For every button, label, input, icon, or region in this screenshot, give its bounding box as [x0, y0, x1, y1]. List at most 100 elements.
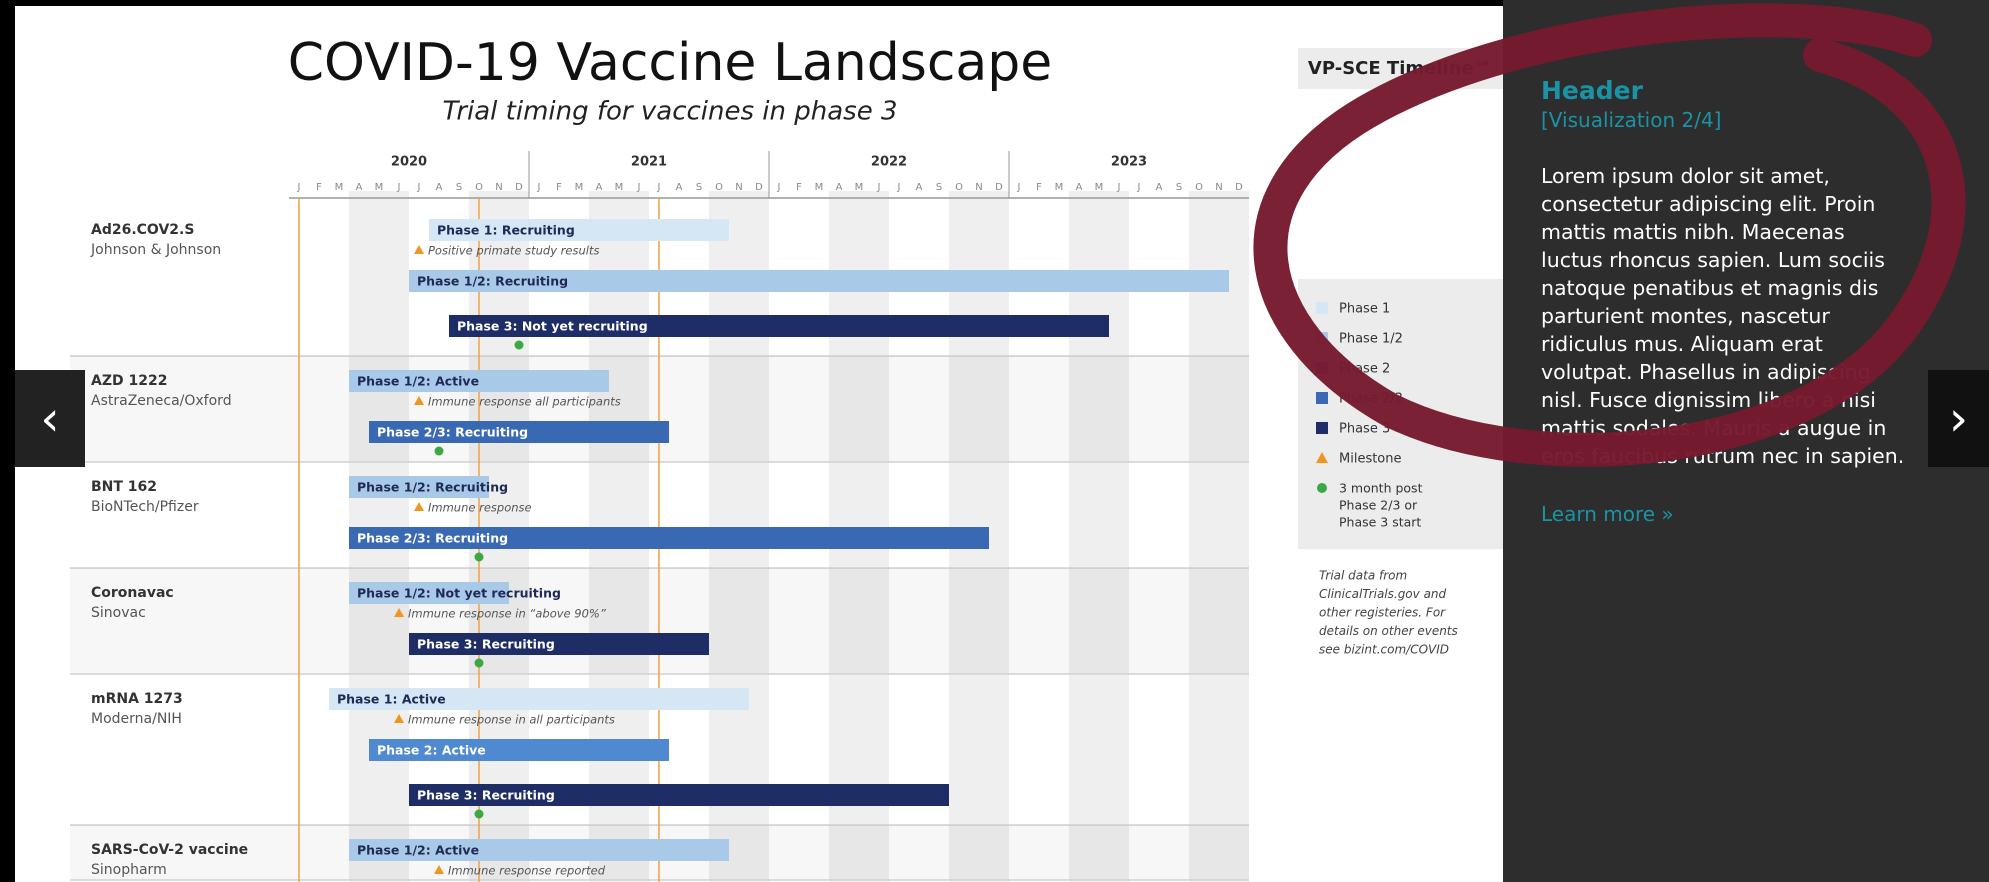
legend-swatch — [1316, 362, 1328, 374]
row-name: BNT 162 — [91, 479, 157, 495]
month-label: O — [955, 182, 963, 193]
year-label: 2021 — [631, 155, 667, 170]
milestone-label: Immune response all participants — [428, 395, 621, 409]
legend-label: Milestone — [1339, 452, 1402, 467]
prev-button[interactable]: ‹ — [15, 370, 85, 467]
month-label: O — [1195, 182, 1203, 193]
gantt-bar — [349, 476, 489, 498]
month-label: F — [796, 182, 802, 193]
start-dot — [434, 446, 444, 456]
row-name: mRNA 1273 — [91, 691, 183, 707]
gantt-bar — [349, 839, 729, 861]
bar-label: Phase 1/2: Active — [357, 843, 479, 858]
month-label: M — [815, 182, 824, 193]
milestone-label: Immune response in “above 90%” — [408, 607, 607, 621]
gantt-bar — [349, 582, 509, 604]
month-label: J — [877, 182, 881, 193]
legend-label: Phase 3 — [1339, 422, 1390, 437]
month-label: S — [936, 182, 942, 193]
bar-label: Phase 1/2: Recruiting — [357, 480, 508, 495]
bar-label: Phase 1/2: Not yet recruiting — [357, 586, 561, 601]
badge: VP-SCE Timeline℠ — [1308, 58, 1492, 79]
legend-swatch — [1316, 302, 1328, 314]
legend-label: Phase 1 — [1339, 302, 1390, 317]
month-label: M — [575, 182, 584, 193]
gantt-bar — [329, 688, 749, 710]
row-sponsor: Sinovac — [91, 605, 146, 621]
year-label: 2020 — [391, 155, 427, 170]
row-sponsor: AstraZeneca/Oxford — [91, 393, 232, 409]
bar-label: Phase 1/2: Recruiting — [417, 274, 568, 289]
quarter-band — [1189, 191, 1249, 882]
month-label: A — [836, 182, 843, 193]
milestone-marker — [394, 714, 404, 723]
gantt-bar — [449, 315, 1109, 337]
month-label: J — [1137, 182, 1141, 193]
month-label: O — [715, 182, 723, 193]
month-label: J — [897, 182, 901, 193]
next-button[interactable]: › — [1928, 370, 1989, 467]
month-label: F — [1036, 182, 1042, 193]
year-label: 2022 — [871, 155, 907, 170]
learn-more-link[interactable]: Learn more » — [1541, 502, 1674, 526]
panel-body: Lorem ipsum dolor sit amet, consectetur … — [1541, 164, 1905, 468]
source-note: see bizint.com/COVID — [1319, 643, 1449, 657]
month-label: A — [356, 182, 363, 193]
month-label: F — [316, 182, 322, 193]
month-label: N — [735, 182, 742, 193]
month-label: N — [1215, 182, 1222, 193]
legend-label: Phase 2/3 or — [1339, 498, 1418, 513]
gantt-bar — [349, 370, 609, 392]
row-name: Coronavac — [91, 585, 174, 601]
milestone-label: Immune response reported — [448, 864, 606, 878]
bar-label: Phase 1/2: Active — [357, 374, 479, 389]
row-sponsor: Sinopharm — [91, 862, 167, 878]
month-label: D — [755, 182, 763, 193]
panel-subheader: [Visualization 2/4] — [1541, 108, 1722, 132]
bar-label: Phase 2/3: Recruiting — [377, 425, 528, 440]
milestone-marker — [394, 608, 404, 617]
legend-label: 3 month post — [1339, 481, 1423, 496]
milestone-label: Immune response in all participants — [408, 713, 615, 727]
milestone-marker — [414, 245, 424, 254]
month-label: A — [676, 182, 683, 193]
month-label: N — [975, 182, 982, 193]
row-sponsor: Johnson & Johnson — [90, 242, 221, 258]
info-panel: Header [Visualization 2/4] Lorem ipsum d… — [1503, 0, 1989, 882]
bar-label: Phase 2: Active — [377, 743, 486, 758]
legend-swatch — [1316, 332, 1328, 344]
month-label: D — [995, 182, 1003, 193]
bar-label: Phase 1: Recruiting — [437, 223, 575, 238]
legend-label: Phase 3 start — [1339, 515, 1421, 530]
gantt-bar — [409, 270, 1229, 292]
milestone-label: Positive primate study results — [428, 244, 599, 258]
start-dot — [474, 552, 484, 562]
source-note: ClinicalTrials.gov and — [1319, 587, 1447, 601]
month-label: J — [657, 182, 661, 193]
row-name: AZD 1222 — [91, 373, 167, 389]
legend-label: Phase 1/2 — [1339, 332, 1403, 347]
source-note: other registeries. For — [1319, 606, 1446, 620]
legend-label: Phase 2/3 — [1339, 392, 1403, 407]
milestone-label: Immune response — [428, 501, 532, 515]
legend-swatch — [1316, 392, 1328, 404]
row-sponsor: Moderna/NIH — [91, 711, 182, 727]
month-label: J — [297, 182, 301, 193]
month-label: A — [436, 182, 443, 193]
month-label: J — [397, 182, 401, 193]
bar-label: Phase 1: Active — [337, 692, 446, 707]
month-label: A — [1076, 182, 1083, 193]
panel-header: Header — [1541, 76, 1643, 105]
month-label: M — [335, 182, 344, 193]
chart-subtitle: Trial timing for vaccines in phase 3 — [442, 97, 897, 127]
gantt-bar — [369, 421, 669, 443]
month-label: M — [855, 182, 864, 193]
legend-swatch — [1317, 483, 1327, 493]
gantt-bar — [429, 219, 729, 241]
year-label: 2023 — [1111, 155, 1147, 170]
bar-label: Phase 3: Recruiting — [417, 637, 555, 652]
quarter-band — [1069, 191, 1129, 882]
start-dot — [514, 340, 524, 350]
month-label: A — [596, 182, 603, 193]
